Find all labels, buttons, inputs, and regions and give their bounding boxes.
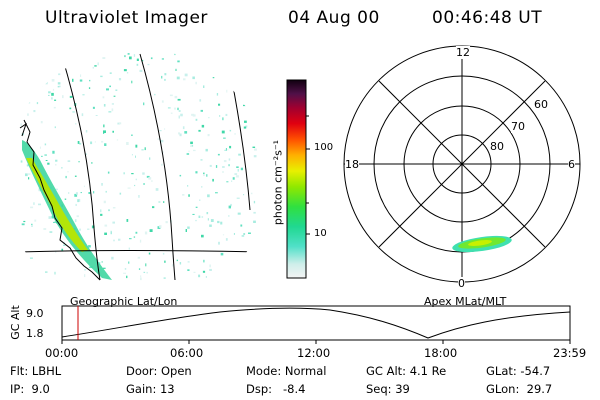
altitude-ytick-high: 9.0 [26, 307, 44, 320]
seq-info: Seq: 39 [366, 382, 410, 396]
colorbar-tick-10: 10 [314, 228, 327, 239]
flt-info: Flt: LBHL [10, 364, 62, 378]
mlt-label-6: 6 [568, 158, 575, 171]
lat-label-60: 60 [534, 98, 548, 111]
lat-label-80: 80 [490, 140, 504, 153]
uv-emission-speckles [20, 52, 258, 281]
glon-info: GLon: 29.7 [486, 382, 553, 396]
mode-info: Mode: Normal [246, 364, 327, 378]
xtick-0000: 00:00 [45, 346, 79, 360]
coastline [23, 119, 101, 281]
dsp-info: Dsp: -8.4 [246, 382, 306, 396]
mlt-label-18: 18 [345, 158, 359, 171]
gcalt-info: GC Alt: 4.1 Re [366, 364, 447, 378]
date-label: 04 Aug 00 [288, 8, 380, 28]
mlt-label-0: 0 [458, 277, 465, 290]
gain-info: Gain: 13 [126, 382, 175, 396]
time-label: 00:46:48 UT [432, 8, 543, 28]
door-info: Door: Open [126, 364, 192, 378]
ip-info: IP: 9.0 [10, 382, 50, 396]
xtick-1200: 12:00 [297, 346, 331, 360]
instrument-title: Ultraviolet Imager [45, 8, 208, 28]
altitude-ylabel: GC Alt [8, 305, 22, 340]
altitude-curve [61, 307, 571, 339]
glat-info: GLat: -54.7 [486, 364, 551, 378]
altitude-ytick-low: 1.8 [26, 327, 44, 340]
xtick-2359: 23:59 [553, 346, 587, 360]
xtick-1800: 18:00 [424, 346, 458, 360]
apex-panel-label: Apex MLat/MLT [424, 295, 507, 308]
colorbar-tick-100: 100 [314, 142, 334, 153]
lat-label-70: 70 [511, 120, 525, 133]
aurora-band-geo [22, 140, 112, 280]
mlt-label-12: 12 [456, 46, 470, 59]
aurora-oval-polar [452, 235, 512, 253]
xtick-0600: 06:00 [170, 346, 204, 360]
geo-panel-label: Geographic Lat/Lon [70, 295, 178, 308]
